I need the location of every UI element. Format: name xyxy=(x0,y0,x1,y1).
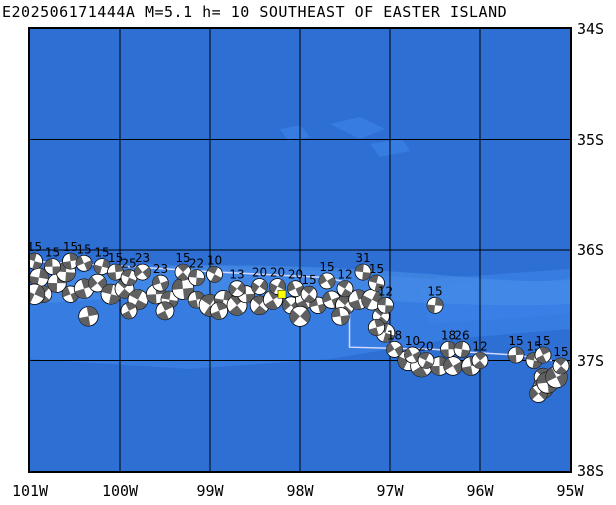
mechanism-depth-label: 22 xyxy=(189,257,204,271)
mechanism-depth-label: 20 xyxy=(418,340,433,354)
mechanism-depth-label: 13 xyxy=(229,268,244,282)
focal-mechanism xyxy=(155,301,175,321)
mechanism-depth-label: 10 xyxy=(207,253,222,267)
mechanism-depth-label: 20 xyxy=(270,265,285,279)
focal-mechanism xyxy=(368,274,385,292)
mechanism-depth-label: 15 xyxy=(553,345,568,359)
focal-mechanism xyxy=(377,296,394,314)
focal-mechanism xyxy=(134,263,151,281)
focal-mechanism xyxy=(188,269,205,287)
mechanism-depth-label: 15 xyxy=(508,334,523,348)
mechanism-depth-label: 15 xyxy=(108,251,123,265)
focal-mechanism xyxy=(93,258,111,276)
mechanism-depth-label: 23 xyxy=(153,262,168,276)
focal-mechanism xyxy=(120,269,138,287)
epicenter-marker xyxy=(277,289,287,299)
focal-mechanism xyxy=(120,302,138,320)
map-canvas: 1515151515152523231522101320202015151231… xyxy=(30,29,570,471)
focal-mechanism xyxy=(507,346,525,364)
mechanism-depth-label: 20 xyxy=(288,268,303,282)
focal-mechanism xyxy=(62,252,79,270)
mechanism-depth-label: 15 xyxy=(175,251,190,265)
focal-mechanism xyxy=(453,340,471,358)
mechanism-depth-label: 23 xyxy=(135,251,150,265)
mechanism-depth-label: 26 xyxy=(454,328,469,342)
longitude-label: 98W xyxy=(286,482,314,500)
focal-mechanism xyxy=(152,274,169,292)
latitude-label: 38S xyxy=(577,462,605,480)
mechanism-depth-label: 20 xyxy=(252,265,267,279)
latitude-label: 35S xyxy=(577,130,605,149)
mechanism-depth-label: 31 xyxy=(355,251,370,265)
mechanism-depth-label: 25 xyxy=(121,257,136,271)
longitude-label: 97W xyxy=(376,482,404,500)
longitude-label: 100W xyxy=(101,482,139,500)
mechanism-depth-label: 15 xyxy=(76,242,91,256)
latitude-label: 34S xyxy=(577,20,605,38)
focal-mechanism xyxy=(336,280,354,298)
focal-mechanism xyxy=(300,285,318,303)
mechanism-depth-label: 15 xyxy=(45,246,60,260)
focal-mechanism xyxy=(30,252,43,270)
focal-mechanism xyxy=(287,280,304,298)
mechanism-depth-label: 15 xyxy=(319,260,334,274)
focal-mechanism xyxy=(107,263,124,281)
mechanism-depth-label: 18 xyxy=(441,328,456,342)
focal-mechanism xyxy=(228,280,246,298)
focal-mechanism xyxy=(251,278,268,295)
mechanism-depth-label: 15 xyxy=(94,246,109,260)
focal-mechanism xyxy=(417,352,435,369)
mechanism-depth-label: 12 xyxy=(472,340,487,354)
mechanism-depth-label: 15 xyxy=(63,240,78,254)
focal-mechanism xyxy=(44,258,61,276)
mechanism-depth-label: 15 xyxy=(369,262,384,276)
longitude-label: 95W xyxy=(556,482,584,500)
focal-mechanism xyxy=(552,357,570,375)
focal-mechanism xyxy=(171,277,195,300)
mechanism-depth-label: 15 xyxy=(30,240,42,254)
latitude-label: 36S xyxy=(577,241,605,259)
focal-mechanism xyxy=(78,306,99,327)
focal-mechanism xyxy=(174,263,192,281)
mechanism-depth-label: 12 xyxy=(378,284,393,298)
focal-mechanism xyxy=(331,307,350,326)
focal-mechanism xyxy=(386,340,403,358)
mechanism-depth-label: 15 xyxy=(535,334,550,348)
longitude-label: 101W xyxy=(11,482,49,500)
map-frame: 1515151515152523231522101320202015151231… xyxy=(28,27,572,473)
longitude-label: 99W xyxy=(196,482,224,500)
mechanism-depth-label: 18 xyxy=(387,328,402,342)
focal-mechanism xyxy=(100,283,122,305)
map-title: E202506171444A M=5.1 h= 10 SOUTHEAST OF … xyxy=(2,3,508,21)
longitude-label: 96W xyxy=(466,482,494,500)
focal-mechanism xyxy=(289,305,311,327)
shallow-water-1 xyxy=(330,117,385,139)
focal-mechanism xyxy=(318,272,336,290)
mechanism-depth-label: 10 xyxy=(405,334,420,348)
mechanism-depth-label: 12 xyxy=(337,268,352,282)
shallow-water-2 xyxy=(280,125,310,141)
latitude-label: 37S xyxy=(577,351,605,370)
focal-mechanism xyxy=(206,265,223,283)
focal-mechanism xyxy=(534,346,552,364)
focal-mechanism xyxy=(75,254,93,272)
focal-mechanism xyxy=(367,318,386,336)
focal-mechanism xyxy=(443,356,463,376)
focal-mechanism xyxy=(426,296,444,314)
focal-mechanism xyxy=(354,263,372,281)
focal-mechanism xyxy=(209,301,229,320)
mechanism-depth-label: 15 xyxy=(301,273,316,287)
mechanism-depth-label: 15 xyxy=(427,284,442,298)
focal-mechanism xyxy=(30,283,46,305)
focal-mechanism xyxy=(471,352,489,369)
